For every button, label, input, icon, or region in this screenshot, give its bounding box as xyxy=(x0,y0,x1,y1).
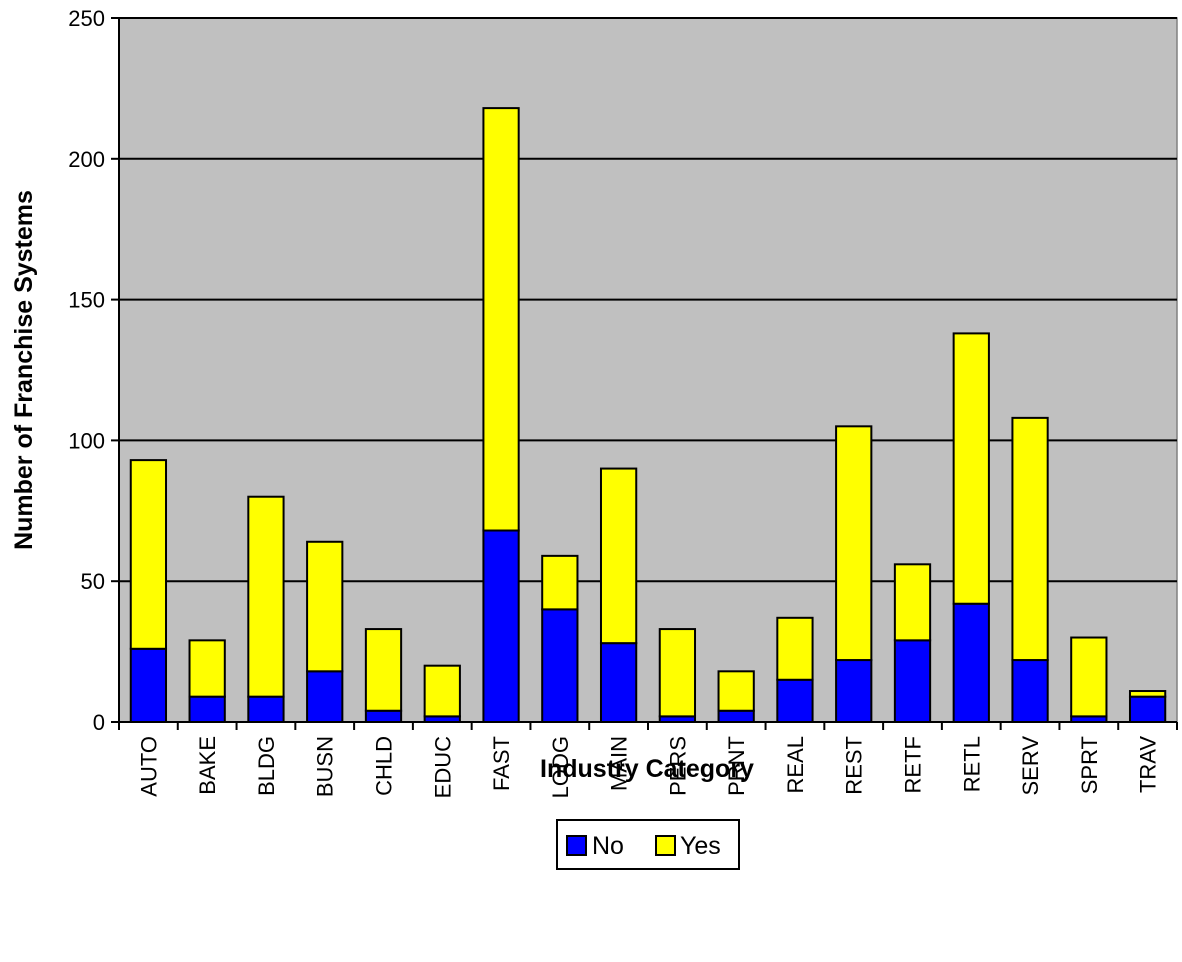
bar-yes-educ xyxy=(423,664,461,718)
legend-label-yes: Yes xyxy=(680,832,721,860)
bar-yes-rest xyxy=(835,425,873,662)
bar-no-bake xyxy=(188,695,226,724)
gridlines xyxy=(119,17,1177,583)
bar-yes-sprt xyxy=(1070,636,1108,718)
y-tick-labels: 0 50 100 150 200 250 xyxy=(68,6,119,735)
x-tick-labels: AUTO BAKE BLDG BUSN CHLD EDUC FAST LODG MAIN PERS… xyxy=(118,722,1178,798)
legend: No Yes xyxy=(556,819,740,870)
bar-no-retl xyxy=(952,602,990,724)
bar-yes-retl xyxy=(952,332,990,605)
legend-swatch-no xyxy=(566,835,587,856)
bar-yes-bldg xyxy=(247,495,285,698)
x-tick-label: BUSN xyxy=(313,736,338,797)
x-tick-label: CHLD xyxy=(372,736,397,796)
bar-yes-retf xyxy=(893,563,932,642)
bar-no-auto xyxy=(129,647,168,723)
x-tick-label: RETL xyxy=(959,736,984,792)
bar-no-bldg xyxy=(247,695,285,724)
y-tick-label: 200 xyxy=(68,147,105,172)
x-tick-label: MAIN xyxy=(607,736,632,791)
bar-yes-serv xyxy=(1011,416,1049,662)
x-axis-title: Industry Category xyxy=(540,755,754,783)
bar-no-chld xyxy=(364,709,403,724)
bar-no-prnt xyxy=(717,709,755,724)
x-tick-label: REAL xyxy=(783,736,808,793)
x-tick-label: REST xyxy=(842,736,867,795)
bar-no-rest xyxy=(835,659,873,723)
y-tick-label: 50 xyxy=(81,569,105,594)
plot-area xyxy=(118,17,1178,723)
bar-yes-busn xyxy=(306,540,344,673)
bar-yes-fast xyxy=(482,107,520,532)
y-tick-label: 100 xyxy=(68,428,105,453)
x-tick-label: BAKE xyxy=(195,736,220,795)
bar-no-serv xyxy=(1011,659,1049,723)
bar-no-fast xyxy=(482,529,520,724)
bar-no-busn xyxy=(306,670,344,724)
bar-yes-bake xyxy=(188,639,226,698)
bar-no-lodg xyxy=(541,608,579,723)
bar-yes-real xyxy=(776,616,814,681)
y-axis-title: Number of Franchise Systems xyxy=(10,190,38,550)
x-tick-label: FAST xyxy=(489,736,514,791)
x-tick-label: PERS xyxy=(665,736,690,796)
x-tick-label: RETF xyxy=(901,736,926,793)
bar-yes-prnt xyxy=(717,670,755,712)
bar-yes-pers xyxy=(658,628,697,718)
y-tick-label: 0 xyxy=(93,710,105,735)
bar-yes-trav xyxy=(1128,690,1167,698)
legend-label-no: No xyxy=(592,832,624,860)
bar-yes-lodg xyxy=(541,554,579,611)
x-tick-label: BLDG xyxy=(254,736,279,796)
y-tick-label: 250 xyxy=(68,6,105,31)
legend-box xyxy=(556,819,740,870)
x-tick-label: AUTO xyxy=(136,736,161,797)
x-tick-label: LODG xyxy=(548,736,573,798)
bar-yes-main xyxy=(599,467,638,645)
bar-yes-auto xyxy=(129,459,168,650)
bar-yes-chld xyxy=(364,628,403,712)
x-tick-label: SPRT xyxy=(1077,736,1102,794)
x-tick-label: TRAV xyxy=(1136,736,1161,793)
x-tick-label: SERV xyxy=(1018,736,1043,796)
bars xyxy=(129,107,1167,724)
legend-swatch-yes xyxy=(655,835,676,856)
bar-no-trav xyxy=(1128,695,1167,724)
x-tick-label: PRNT xyxy=(724,736,749,796)
y-tick-label: 150 xyxy=(68,288,105,313)
bar-no-main xyxy=(599,642,638,723)
x-tick-label: EDUC xyxy=(430,736,455,798)
bar-no-retf xyxy=(893,639,932,723)
bar-no-real xyxy=(776,678,814,724)
